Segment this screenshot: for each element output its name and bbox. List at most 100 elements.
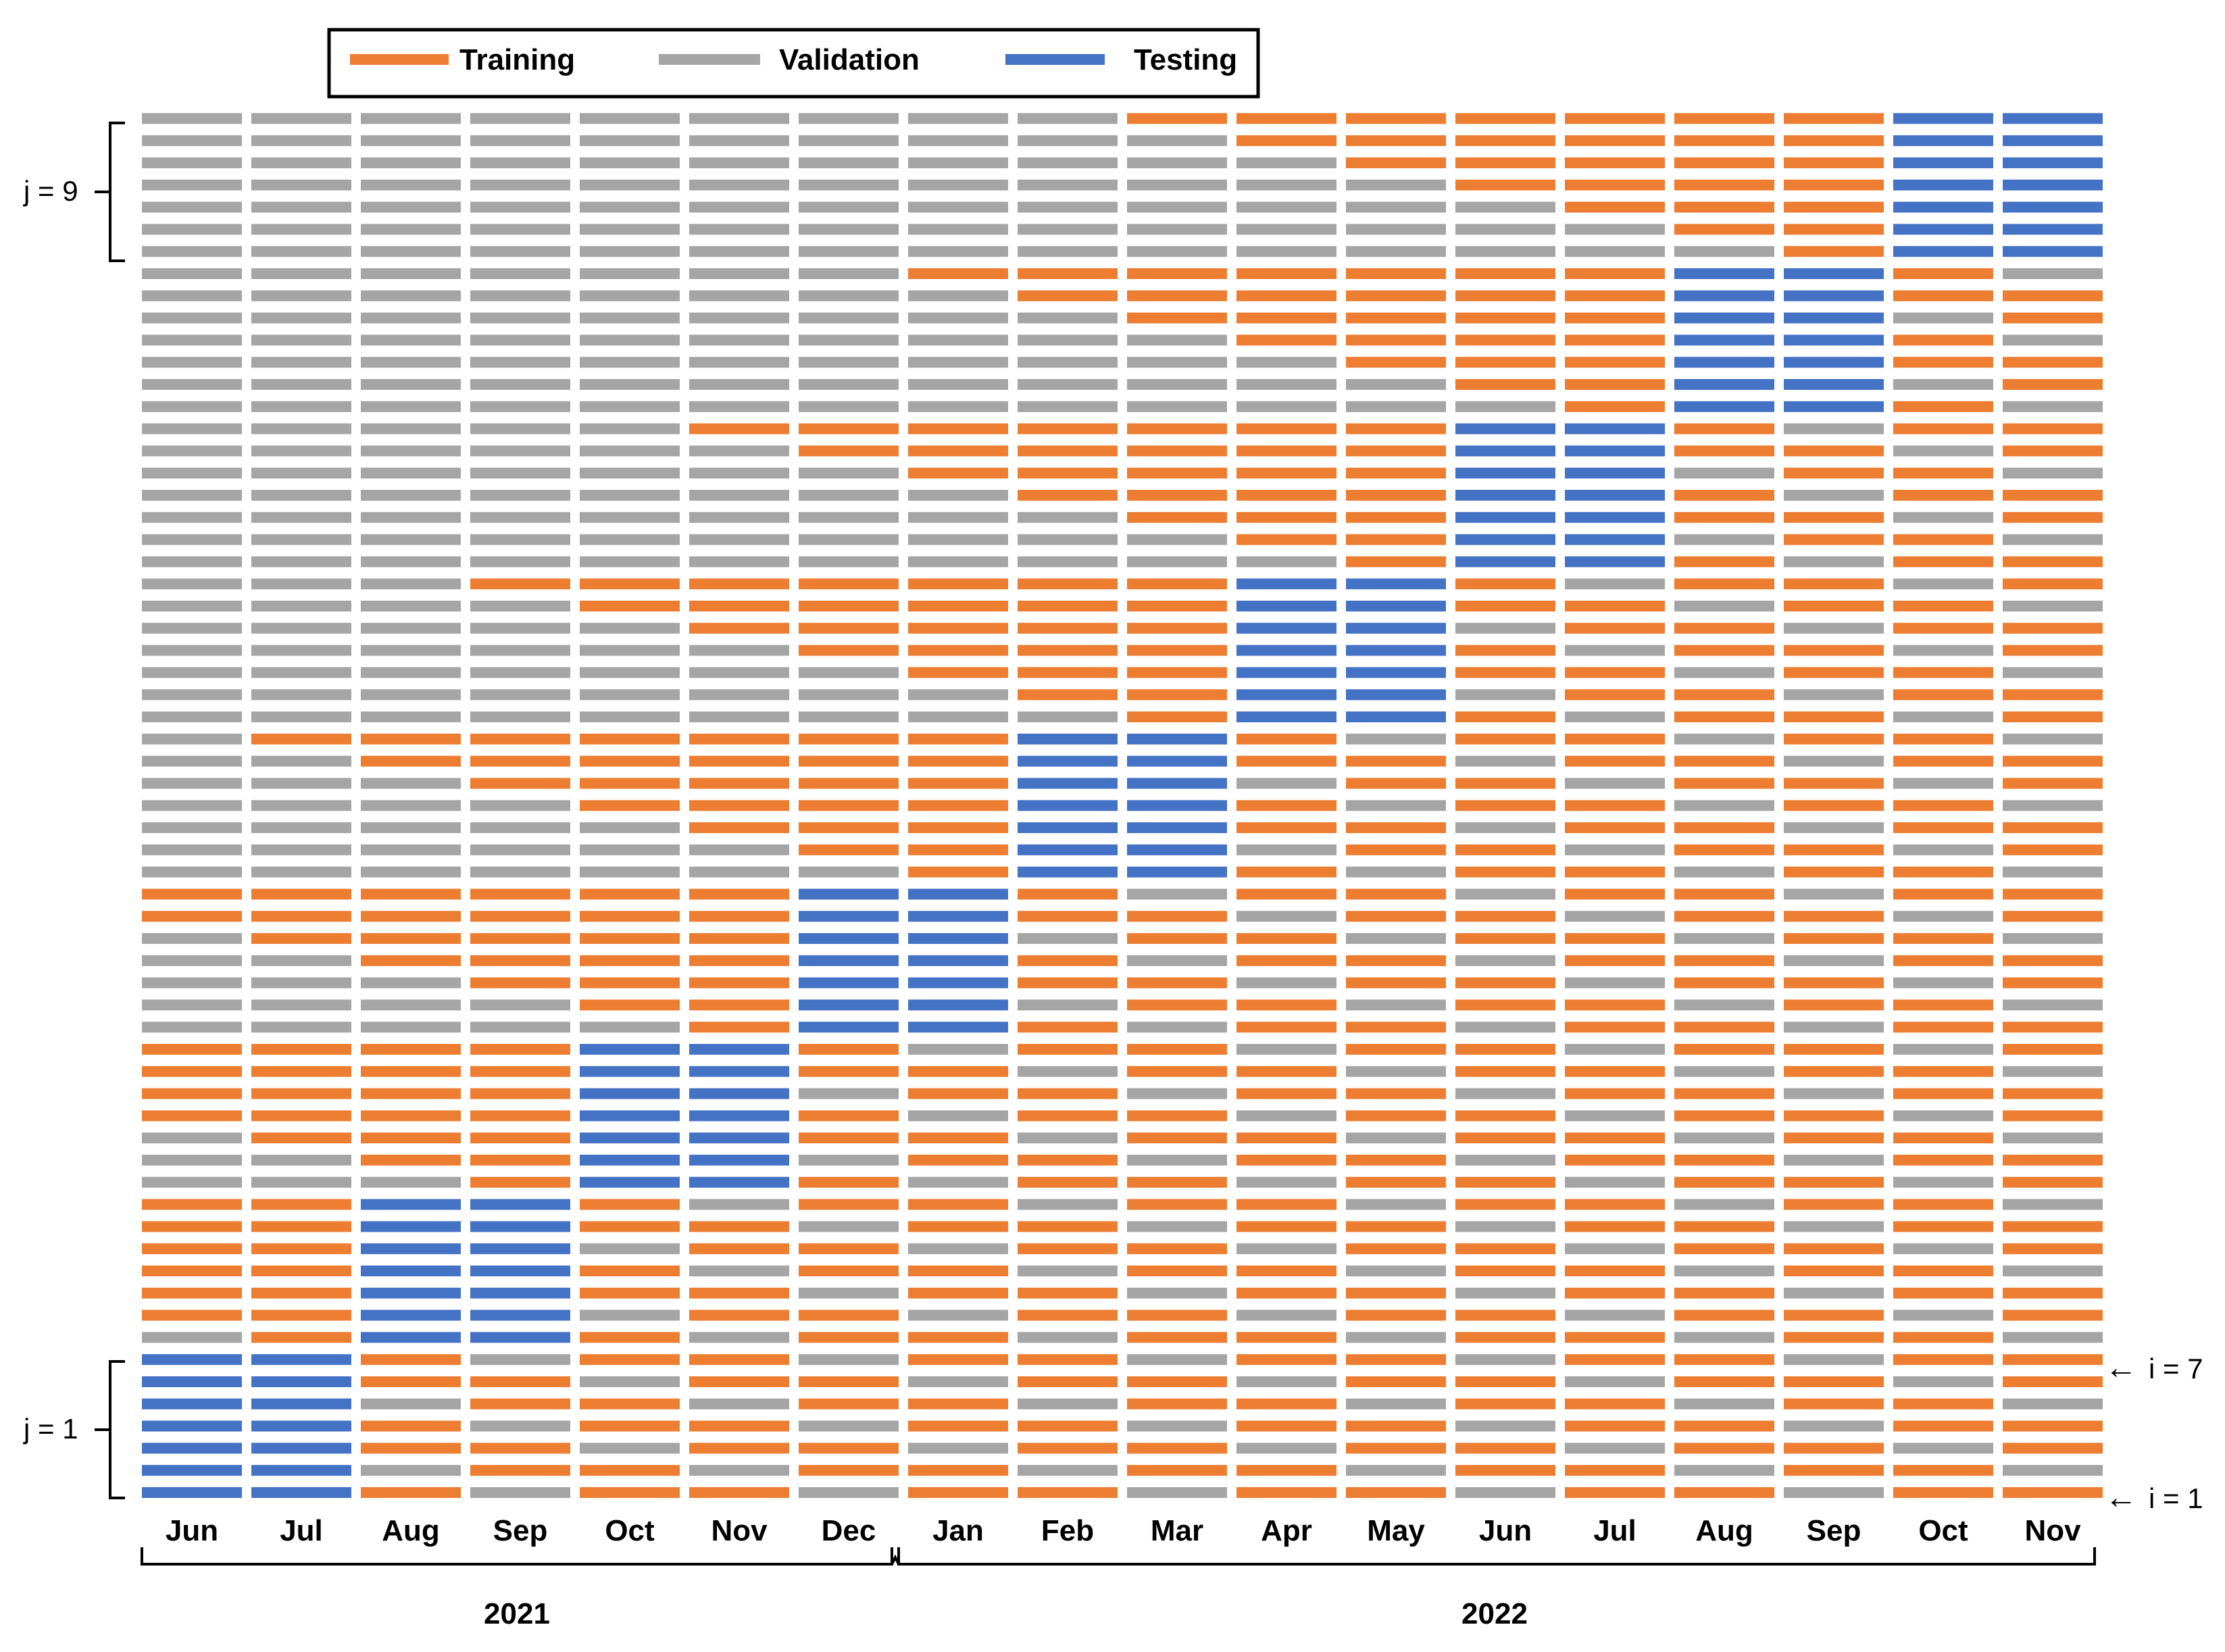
split-bar	[2003, 468, 2103, 479]
split-bar	[799, 401, 899, 412]
split-bar	[2003, 268, 2103, 279]
split-bar	[580, 511, 680, 523]
split-bar	[1784, 334, 1884, 346]
year-brace-2021	[141, 1547, 893, 1566]
split-bar	[251, 224, 351, 235]
split-bar	[1893, 1132, 1993, 1144]
split-bar	[580, 1354, 680, 1366]
split-bar	[1565, 445, 1665, 457]
split-bar	[1565, 800, 1665, 811]
split-bar	[689, 822, 789, 833]
split-bar	[1018, 689, 1118, 701]
split-bar	[251, 468, 351, 479]
split-bar	[470, 135, 570, 147]
split-bar	[1127, 601, 1227, 611]
split-bar	[1018, 113, 1118, 124]
split-bar	[2003, 711, 2103, 722]
split-bar	[689, 1398, 789, 1409]
split-bar	[2003, 1221, 2103, 1232]
split-bar	[142, 1266, 242, 1276]
split-bar	[1565, 1243, 1665, 1255]
split-bar	[689, 290, 789, 301]
split-bar	[251, 1309, 351, 1321]
split-bar	[689, 1266, 789, 1276]
split-bar	[908, 334, 1008, 346]
month-label: Apr	[1261, 1514, 1312, 1547]
split-bar	[1565, 1309, 1665, 1321]
split-bar	[1236, 667, 1336, 678]
split-bar	[689, 999, 789, 1011]
split-bar	[2003, 1044, 2103, 1055]
split-bar	[1455, 844, 1555, 855]
split-bar	[580, 822, 680, 833]
split-bar	[1455, 999, 1555, 1011]
split-bar	[2003, 401, 2103, 412]
split-bar	[908, 113, 1008, 124]
split-bar	[1784, 1420, 1884, 1432]
split-bar	[1346, 955, 1446, 966]
split-bar	[908, 135, 1008, 147]
split-bar	[689, 1155, 789, 1166]
year-axis: 2021 2022	[141, 1547, 2096, 1630]
split-bar	[799, 534, 899, 545]
split-bar	[2003, 1287, 2103, 1299]
split-bar	[1236, 1221, 1336, 1232]
split-bar	[1018, 1044, 1118, 1055]
split-bar	[251, 800, 351, 811]
split-bar	[1127, 1309, 1227, 1321]
split-bar	[1893, 224, 1993, 235]
split-bar	[1346, 1398, 1446, 1409]
split-bar	[1565, 822, 1665, 833]
split-bar	[1018, 1132, 1118, 1144]
split-bar	[142, 778, 242, 789]
i-bottom-label: i = 1	[2149, 1482, 2203, 1514]
split-bar	[799, 268, 899, 279]
split-bar	[2003, 1443, 2103, 1454]
split-bar	[1565, 933, 1665, 944]
split-bar	[361, 977, 461, 988]
split-bar	[251, 401, 351, 412]
split-bar	[1346, 179, 1446, 191]
split-bar	[1236, 1420, 1336, 1432]
split-bar	[1784, 1376, 1884, 1387]
split-bar	[1346, 290, 1446, 301]
split-bar	[908, 844, 1008, 855]
split-bar	[1236, 1132, 1336, 1144]
split-bar	[799, 977, 899, 988]
split-bar	[1455, 911, 1555, 922]
split-bar	[142, 511, 242, 523]
split-bar	[1346, 445, 1446, 457]
split-bar	[1455, 955, 1555, 966]
split-bar	[251, 312, 351, 324]
split-bar	[1674, 1155, 1774, 1166]
split-bar	[470, 755, 570, 767]
split-bar	[1893, 601, 1993, 611]
split-bar	[1674, 135, 1774, 147]
j-top-label: j = 9	[22, 175, 78, 207]
split-bar	[1346, 1443, 1446, 1454]
split-bar	[2003, 423, 2103, 434]
split-bar	[361, 622, 461, 634]
split-bar	[361, 1332, 461, 1343]
split-bar	[361, 268, 461, 279]
split-bar	[799, 711, 899, 722]
split-bar	[1127, 224, 1227, 235]
split-bar	[1018, 1199, 1118, 1210]
split-bar	[580, 1287, 680, 1299]
split-bar	[1127, 534, 1227, 545]
split-bar	[1127, 445, 1227, 457]
split-bar	[908, 1443, 1008, 1454]
split-bar	[1346, 224, 1446, 235]
split-bar	[1346, 1487, 1446, 1498]
split-bar	[1127, 778, 1227, 789]
split-bar	[1236, 1354, 1336, 1366]
split-bar	[580, 468, 680, 479]
split-bar	[1565, 1376, 1665, 1387]
split-bar	[1018, 312, 1118, 324]
split-bar	[689, 844, 789, 855]
split-bar	[2003, 379, 2103, 390]
split-bar	[1127, 268, 1227, 279]
split-bar	[470, 955, 570, 966]
split-bar	[1346, 645, 1446, 656]
split-bar	[251, 1221, 351, 1232]
